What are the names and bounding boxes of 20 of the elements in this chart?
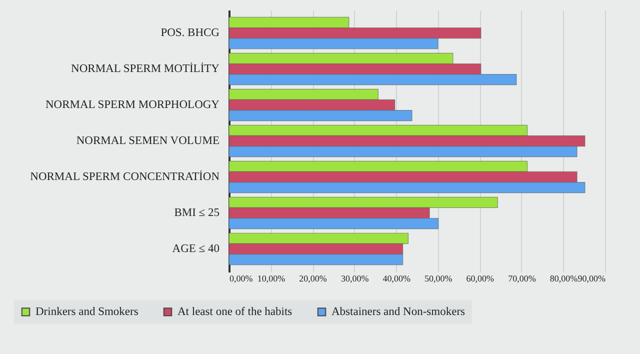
x-tick-label: 10,00%: [257, 274, 286, 284]
x-tick-label: 30,00%: [340, 274, 370, 284]
y-tick-label: NORMAL SPERM MORPHOLOGY: [45, 99, 220, 112]
y-tick-label: BMI ≤ 25: [174, 206, 220, 219]
y-tick-label: NORMAL SPERM MOTİLİTY: [71, 62, 220, 76]
x-tick-label: 90,00%: [578, 274, 606, 284]
x-tick-label: 20,00%: [299, 274, 328, 284]
y-tick-label: POS. BHCG: [160, 27, 220, 40]
y-tick-label: NORMAL SPERM CONCENTRATİON: [30, 170, 220, 183]
x-tick-label: 40,00%: [382, 274, 411, 284]
legend-label: Drinkers and Smokers: [36, 306, 139, 318]
x-tick-label: 60,00%: [466, 274, 495, 284]
y-tick-label: AGE ≤ 40: [172, 242, 220, 255]
legend-label: Abstainers and Non-smokers: [332, 306, 466, 318]
y-tick-label: NORMAL SEMEN VOLUME: [76, 135, 220, 147]
x-tick-label: 70,00%: [508, 274, 536, 284]
x-tick-label: 0,00%: [230, 274, 254, 284]
x-tick-label: 80,00%: [550, 274, 578, 284]
legend-label: At least one of the habits: [178, 306, 293, 318]
x-tick-label: 50,00%: [424, 274, 453, 284]
